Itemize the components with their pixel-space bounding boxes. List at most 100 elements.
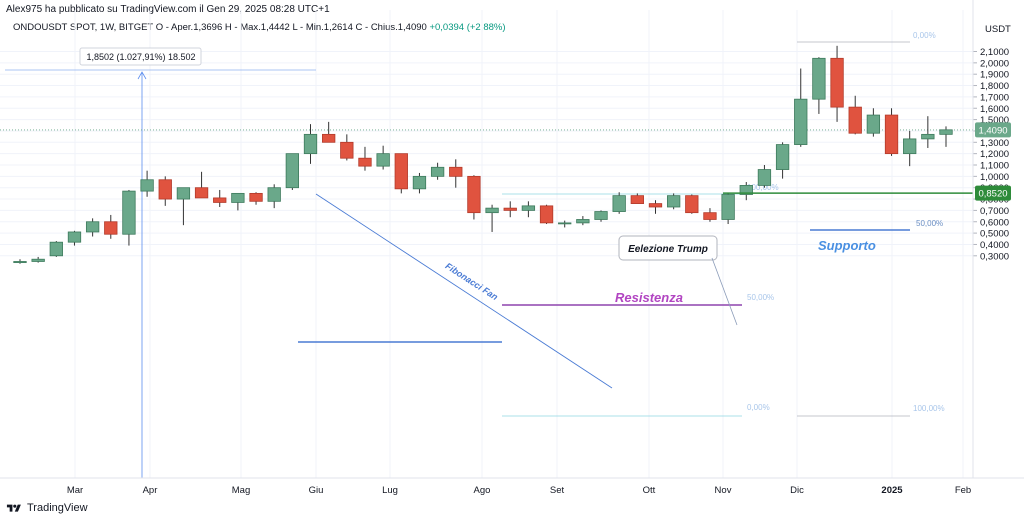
candle-down bbox=[630, 195, 644, 204]
candle-up bbox=[666, 195, 681, 208]
symbol-ohlc-line: ONDOUSDT SPOT, 1W, BITGET O - Aper.1,369… bbox=[13, 22, 506, 33]
x-tick-label: Set bbox=[550, 485, 565, 496]
candle-up bbox=[267, 187, 281, 202]
candle-down bbox=[322, 133, 336, 143]
candle-down bbox=[539, 205, 554, 224]
candle-up bbox=[921, 133, 935, 140]
y-tick-label: 1,2000 bbox=[980, 149, 1009, 160]
open-value: O - Aper.1,3696 bbox=[155, 22, 223, 33]
support-price-badge bbox=[975, 185, 1011, 201]
y-tick-label: 1,0000 bbox=[980, 172, 1009, 183]
candle-down bbox=[648, 203, 663, 208]
fib-100-label: 100,00% bbox=[747, 183, 779, 192]
fib-right-label: 50,00% bbox=[916, 219, 943, 228]
candles bbox=[13, 45, 953, 264]
candle-up bbox=[430, 166, 445, 177]
y-tick-label: 1,1000 bbox=[980, 161, 1009, 172]
candle-up bbox=[794, 98, 808, 145]
candle-down bbox=[340, 141, 354, 159]
candle-down bbox=[213, 197, 227, 203]
x-tick-label: Ott bbox=[643, 485, 656, 496]
candle-up bbox=[231, 192, 245, 203]
x-tick-label: Apr bbox=[143, 485, 158, 496]
y-tick-label: 2,0000 bbox=[980, 58, 1009, 69]
candle-up bbox=[285, 153, 300, 189]
grid bbox=[0, 10, 973, 478]
x-tick-label: 2025 bbox=[881, 485, 903, 496]
candle-down bbox=[394, 153, 408, 190]
candle-up bbox=[31, 258, 45, 262]
currency-label: USDT bbox=[985, 24, 1011, 35]
supporto-label: Supporto bbox=[818, 238, 876, 253]
trump-callout-label: Eelezione Trump bbox=[628, 244, 708, 255]
support-price-label: 0,8520 bbox=[978, 189, 1007, 200]
candle-down bbox=[104, 221, 118, 235]
footer-brand: TradingView bbox=[27, 502, 88, 514]
x-tick-label: Mag bbox=[232, 485, 250, 496]
candle-up bbox=[576, 219, 590, 224]
fib-fan-line bbox=[315, 193, 613, 389]
candle-up bbox=[739, 185, 753, 195]
candle-up bbox=[612, 195, 626, 212]
annotations-under: 1,8502 (1.027,91%) 18.502 0,00% 100,00% 50,… bbox=[0, 31, 973, 478]
candle-up bbox=[903, 138, 917, 155]
candle-up bbox=[866, 114, 881, 134]
annotations-over: Fibonacci Fan ResistenzaSupportoEelezione… bbox=[298, 192, 973, 389]
x-tick-label: Nov bbox=[715, 485, 732, 496]
x-tick-label: Lug bbox=[382, 485, 398, 496]
candle-down bbox=[884, 114, 899, 155]
footer: TradingView bbox=[6, 502, 88, 514]
candle-up bbox=[67, 231, 82, 243]
candle-down bbox=[449, 166, 463, 177]
resistance-label: Resistenza bbox=[615, 290, 683, 305]
fib-low-label: 100,00% bbox=[913, 404, 945, 413]
y-tick-label: 0,4000 bbox=[980, 240, 1009, 251]
x-tick-label: Giu bbox=[309, 485, 324, 496]
fib-50-label: 50,00% bbox=[747, 293, 774, 302]
candle-down bbox=[685, 195, 699, 214]
candle-up bbox=[376, 153, 390, 167]
measure-label: 1,8502 (1.027,91%) 18.502 bbox=[86, 52, 195, 62]
y-tick-label: 0,6000 bbox=[980, 217, 1009, 228]
candle-down bbox=[249, 192, 263, 202]
candle-up bbox=[939, 129, 953, 135]
candle-up bbox=[122, 190, 136, 235]
measure-arrow bbox=[137, 71, 147, 80]
close-value: C - Chius.1,4090 bbox=[355, 22, 427, 33]
candle-up bbox=[303, 133, 318, 155]
candle-up bbox=[521, 205, 536, 211]
low-value: L - Min.1,2614 bbox=[292, 22, 353, 33]
y-tick-label: 0,7000 bbox=[980, 206, 1009, 217]
high-value: H - Max.1,4442 bbox=[224, 22, 290, 33]
publisher-line: Alex975 ha pubblicato su TradingView.com… bbox=[6, 4, 330, 15]
candle-down bbox=[158, 179, 172, 200]
x-tick-label: Feb bbox=[955, 485, 971, 496]
y-tick-label: 1,3000 bbox=[980, 138, 1009, 149]
candle-up bbox=[412, 175, 427, 190]
x-tick-label: Dic bbox=[790, 485, 804, 496]
candle-up bbox=[594, 211, 608, 220]
candle-down bbox=[503, 207, 517, 211]
y-tick-label: 2,1000 bbox=[980, 47, 1009, 58]
y-tick-label: 1,7000 bbox=[980, 92, 1009, 103]
axes: 0,30000,40000,50000,60000,70000,80000,90… bbox=[0, 0, 1024, 496]
candle-down bbox=[467, 175, 481, 214]
y-tick-label: 0,5000 bbox=[980, 229, 1009, 240]
y-tick-label: 1,8000 bbox=[980, 81, 1009, 92]
trump-callout-box bbox=[618, 235, 718, 261]
symbol-name: ONDOUSDT SPOT, 1W, BITGET bbox=[13, 22, 154, 33]
candle-down bbox=[830, 57, 844, 108]
fib-top-label: 0,00% bbox=[913, 31, 936, 40]
last-price-badge bbox=[975, 122, 1011, 138]
candle-up bbox=[757, 169, 772, 186]
candle-down bbox=[703, 212, 717, 220]
y-tick-label: 1,5000 bbox=[980, 115, 1009, 126]
candle-up bbox=[812, 57, 826, 100]
measure-label-box bbox=[79, 47, 202, 66]
candle-up bbox=[85, 221, 100, 233]
x-tick-label: Mar bbox=[67, 485, 83, 496]
fib-0-label: 0,00% bbox=[747, 403, 770, 412]
candle-up bbox=[775, 144, 790, 170]
y-tick-label: 1,9000 bbox=[980, 70, 1009, 81]
